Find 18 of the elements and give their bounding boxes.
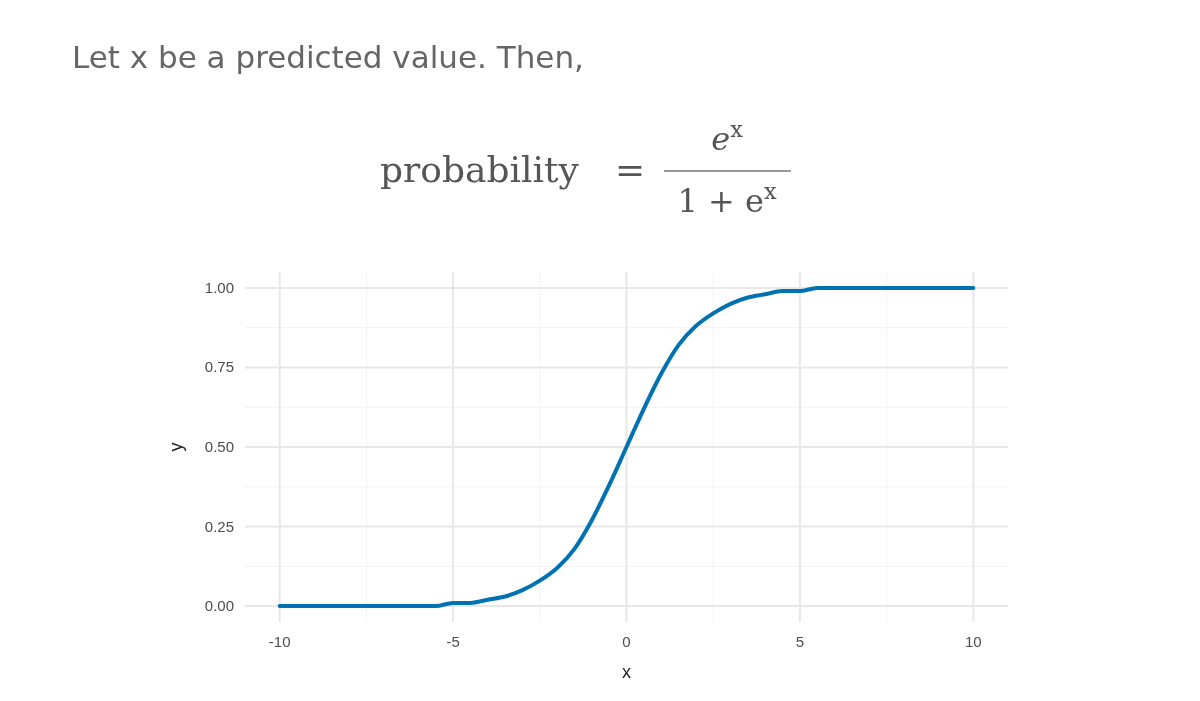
text: 1 + e$^{x}$ [677,178,777,220]
line-series [277,285,976,609]
x-tick-label: -5 [446,633,460,650]
chart-title: Let x be a predicted value. Then, [72,39,584,75]
text: e$^{x}$ [711,116,744,158]
y-tick-label: 0.75 [204,358,234,376]
y-tick-label: 0.25 [204,517,234,535]
text: probability [380,149,580,190]
y-tick-label: 1.00 [204,278,234,296]
y-tick-label: 0.50 [204,438,234,455]
y-tick-label: 0.00 [204,597,234,615]
x-tick-label: 0 [622,633,631,650]
text: = [614,149,646,190]
x-tick-label: 10 [964,633,982,650]
x-axis-title: x [622,662,631,682]
y-axis-title: y [166,442,186,452]
x-tick-label: -10 [268,633,291,650]
x-tick-label: 5 [795,633,805,650]
